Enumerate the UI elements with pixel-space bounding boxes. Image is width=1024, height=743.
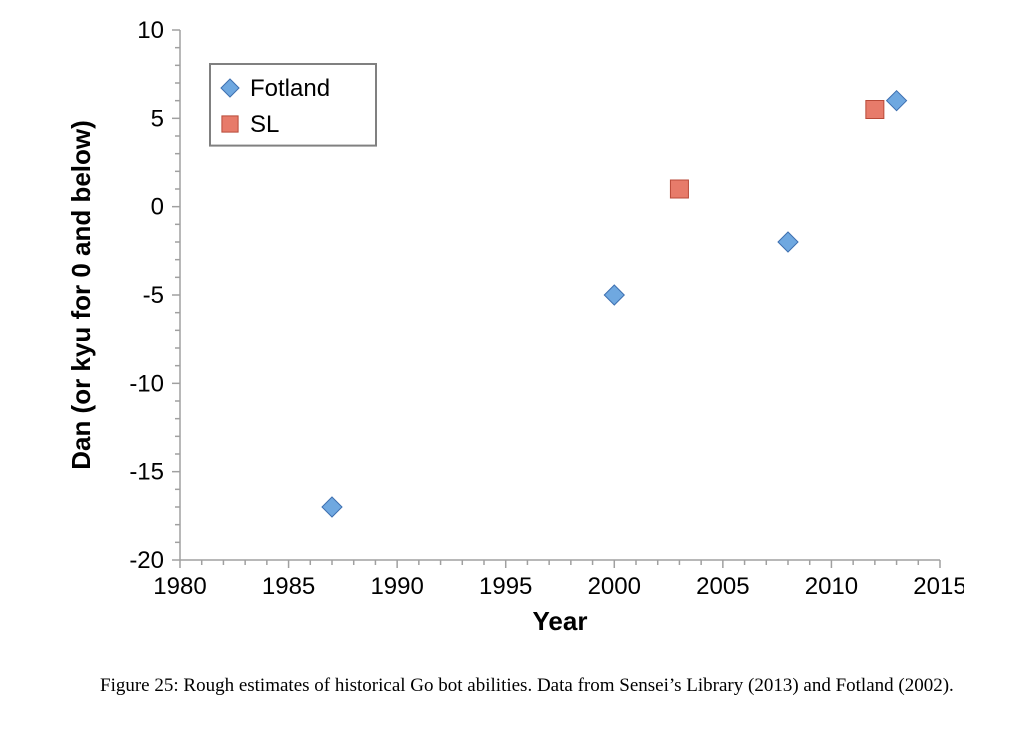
svg-text:2000: 2000 xyxy=(588,573,641,600)
scatter-chart: 1980 1985 1990 1995 2000 2005 2010 2015 -20 -15 -1… xyxy=(60,10,964,650)
figure-caption: Figure 25: Rough estimates of historical… xyxy=(100,672,960,700)
svg-text:0: 0 xyxy=(151,194,164,221)
data-point xyxy=(887,91,907,111)
data-point xyxy=(778,232,798,252)
svg-text:1990: 1990 xyxy=(370,573,423,600)
svg-text:Dan (or kyu for 0 and below): Dan (or kyu for 0 and below) xyxy=(66,120,96,470)
svg-text:5: 5 xyxy=(151,105,164,132)
data-point xyxy=(866,101,884,119)
data-point xyxy=(670,180,688,198)
svg-text:2015: 2015 xyxy=(913,573,964,600)
svg-text:1995: 1995 xyxy=(479,573,532,600)
svg-text:-10: -10 xyxy=(129,370,164,397)
caption-prefix: Figure 25: xyxy=(100,675,183,696)
svg-text:-5: -5 xyxy=(143,282,164,309)
svg-text:Year: Year xyxy=(533,606,588,636)
legend-label: SL xyxy=(250,111,279,138)
svg-text:1980: 1980 xyxy=(153,573,206,600)
legend-marker xyxy=(221,79,239,97)
svg-text:-20: -20 xyxy=(129,547,164,574)
data-point xyxy=(322,497,342,517)
svg-text:2005: 2005 xyxy=(696,573,749,600)
figure-page: 1980 1985 1990 1995 2000 2005 2010 2015 -20 -15 -1… xyxy=(0,0,1024,743)
legend-label: Fotland xyxy=(250,75,330,102)
svg-text:2010: 2010 xyxy=(805,573,858,600)
legend-marker xyxy=(222,116,238,132)
data-point xyxy=(604,285,624,305)
svg-text:10: 10 xyxy=(137,17,164,44)
svg-text:-15: -15 xyxy=(129,459,164,486)
caption-text: Rough estimates of historical Go bot abi… xyxy=(183,675,953,696)
svg-text:1985: 1985 xyxy=(262,573,315,600)
chart-svg: 1980 1985 1990 1995 2000 2005 2010 2015 -20 -15 -1… xyxy=(60,10,964,650)
